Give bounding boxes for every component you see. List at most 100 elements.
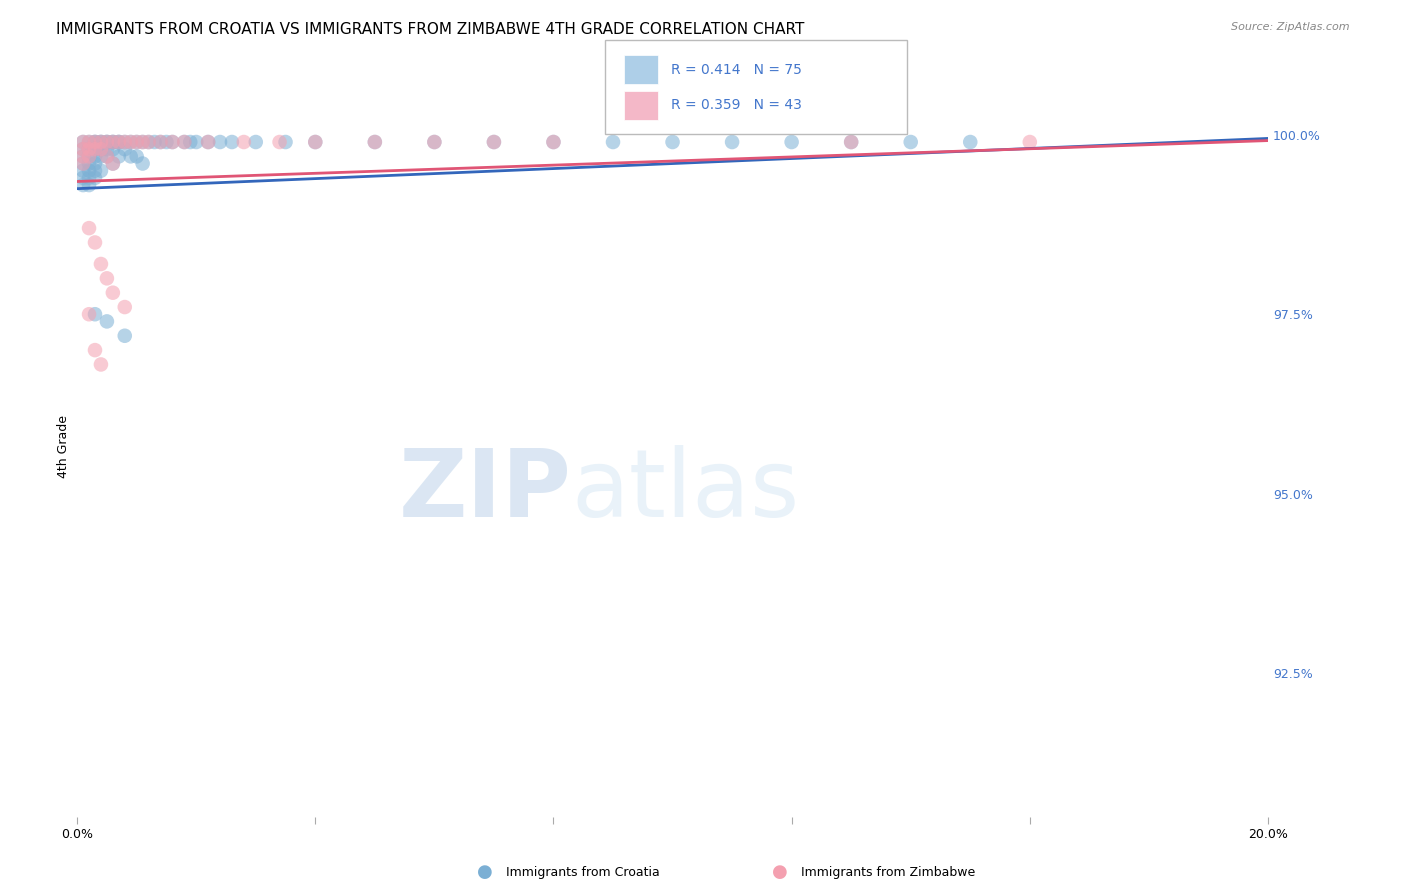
Point <box>84 235 107 250</box>
Point <box>114 328 136 343</box>
Point <box>77 307 100 321</box>
Text: atlas: atlas <box>571 445 800 537</box>
Point <box>107 135 129 149</box>
Point <box>77 163 100 178</box>
Point <box>72 135 94 149</box>
Point <box>72 135 94 149</box>
Point <box>304 135 326 149</box>
Point <box>482 135 505 149</box>
Point <box>77 142 100 156</box>
Point <box>77 135 100 149</box>
Point <box>602 135 624 149</box>
Point <box>423 135 446 149</box>
Point <box>114 300 136 314</box>
Point <box>197 135 219 149</box>
Point <box>84 142 107 156</box>
Point <box>101 135 124 149</box>
Point <box>72 156 94 170</box>
Point <box>96 314 118 328</box>
Point <box>90 149 112 163</box>
Point <box>143 135 166 149</box>
Point <box>959 135 981 149</box>
Point <box>96 135 118 149</box>
Point <box>90 142 112 156</box>
Point <box>114 135 136 149</box>
Point <box>90 135 112 149</box>
Point <box>114 135 136 149</box>
Point <box>131 135 153 149</box>
Point <box>96 149 118 163</box>
Point <box>84 135 107 149</box>
Point <box>77 149 100 163</box>
Point <box>84 170 107 185</box>
Point <box>90 135 112 149</box>
Point <box>245 135 267 149</box>
Point <box>364 135 387 149</box>
Point <box>131 156 153 170</box>
Point <box>721 135 744 149</box>
Point <box>114 142 136 156</box>
Point <box>90 142 112 156</box>
Point <box>84 307 107 321</box>
Y-axis label: 4th Grade: 4th Grade <box>58 416 70 478</box>
Point <box>173 135 195 149</box>
Point <box>131 135 153 149</box>
Text: ZIP: ZIP <box>398 445 571 537</box>
Point <box>84 142 107 156</box>
Point <box>101 135 124 149</box>
Text: R = 0.414   N = 75: R = 0.414 N = 75 <box>671 62 801 77</box>
Point <box>72 149 94 163</box>
Point <box>90 135 112 149</box>
Point <box>482 135 505 149</box>
Point <box>77 156 100 170</box>
Text: Source: ZipAtlas.com: Source: ZipAtlas.com <box>1232 22 1350 32</box>
Point <box>149 135 172 149</box>
Point <box>72 178 94 192</box>
Point <box>96 135 118 149</box>
Point <box>84 149 107 163</box>
Point <box>162 135 184 149</box>
Point <box>107 135 129 149</box>
Point <box>269 135 291 149</box>
Point <box>72 142 94 156</box>
Point <box>101 135 124 149</box>
Point <box>125 149 148 163</box>
Point <box>96 271 118 285</box>
Point <box>72 170 94 185</box>
Point <box>101 142 124 156</box>
Point <box>77 149 100 163</box>
Point <box>197 135 219 149</box>
Point <box>661 135 683 149</box>
Point <box>125 135 148 149</box>
Point <box>839 135 862 149</box>
Point <box>72 149 94 163</box>
Point <box>208 135 231 149</box>
Point <box>84 142 107 156</box>
Text: Immigrants from Zimbabwe: Immigrants from Zimbabwe <box>801 866 976 879</box>
Point <box>120 149 142 163</box>
Point <box>839 135 862 149</box>
Point <box>186 135 208 149</box>
Point <box>90 142 112 156</box>
Text: Immigrants from Croatia: Immigrants from Croatia <box>506 866 659 879</box>
Point <box>72 142 94 156</box>
Point <box>149 135 172 149</box>
Point <box>84 156 107 170</box>
Text: ●: ● <box>772 863 789 881</box>
Point <box>96 135 118 149</box>
Text: R = 0.359   N = 43: R = 0.359 N = 43 <box>671 98 801 112</box>
Point <box>221 135 243 149</box>
Text: ●: ● <box>477 863 494 881</box>
Point <box>101 285 124 300</box>
Point <box>101 156 124 170</box>
Point <box>96 149 118 163</box>
Point <box>1018 135 1040 149</box>
Point <box>120 135 142 149</box>
Text: IMMIGRANTS FROM CROATIA VS IMMIGRANTS FROM ZIMBABWE 4TH GRADE CORRELATION CHART: IMMIGRANTS FROM CROATIA VS IMMIGRANTS FR… <box>56 22 804 37</box>
Point <box>72 163 94 178</box>
Point <box>84 135 107 149</box>
Point <box>120 135 142 149</box>
Point <box>155 135 177 149</box>
Point <box>90 257 112 271</box>
Point <box>543 135 565 149</box>
